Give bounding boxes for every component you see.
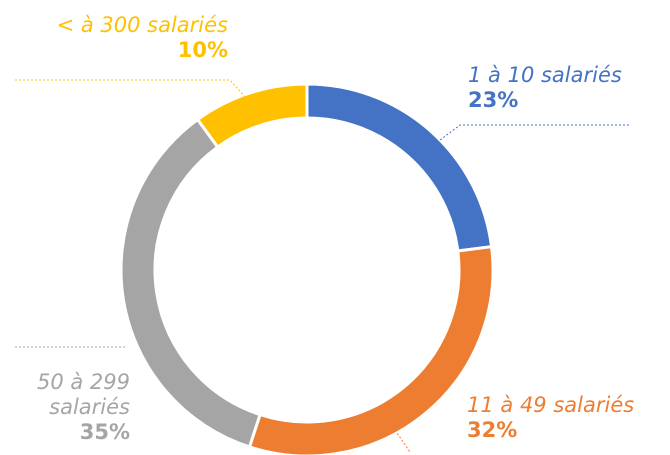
category-label: 11 à 49 salariés (467, 393, 635, 417)
value-label: 35% (79, 420, 130, 444)
leader-line (394, 429, 411, 453)
category-label: 50 à 299 salariés (36, 370, 130, 419)
slice-label: 1 à 10 salariés 23% (468, 63, 668, 113)
value-label: 10% (177, 38, 228, 62)
leader-line (15, 79, 246, 98)
slice-label: 50 à 299 salariés 35% (10, 370, 130, 445)
slice (305, 82, 494, 253)
slice-label: 11 à 49 salariés 32% (467, 393, 667, 443)
category-label: 1 à 10 salariés (468, 63, 622, 87)
category-label: < à 300 salariés (56, 13, 228, 37)
slice (247, 245, 495, 455)
slice (119, 117, 262, 449)
slice (195, 82, 309, 150)
slice-label: < à 300 salariés 10% (8, 13, 228, 63)
donut (119, 82, 495, 455)
leader-line (439, 124, 630, 141)
value-label: 32% (467, 418, 518, 442)
value-label: 23% (468, 88, 519, 112)
